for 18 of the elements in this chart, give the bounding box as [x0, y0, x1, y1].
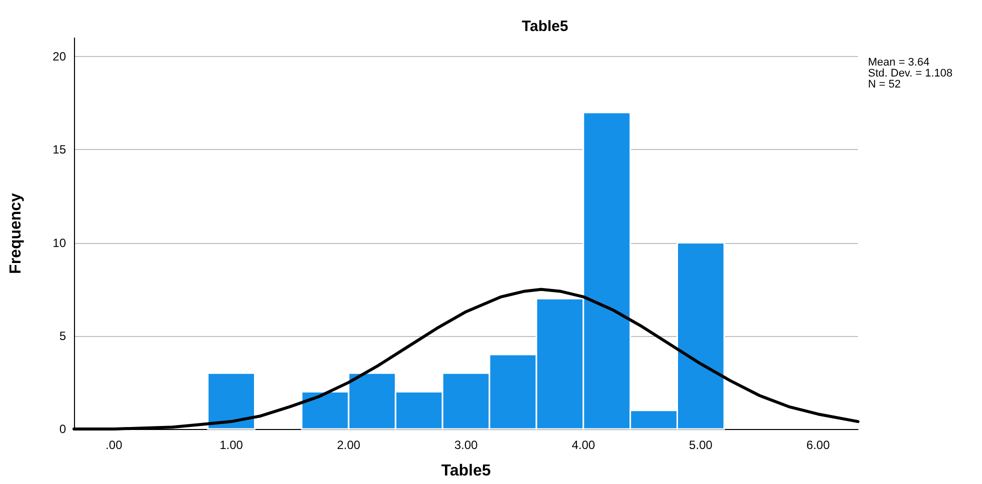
x-tick-label: 3.00	[454, 438, 478, 452]
x-tick-label: .00	[106, 438, 123, 452]
y-axis-title: Frequency	[8, 192, 24, 274]
y-tick-label: 20	[52, 50, 66, 64]
y-tick-label: 0	[59, 422, 66, 436]
x-tick-label: 1.00	[220, 438, 244, 452]
text: Mean = 3.64	[868, 56, 930, 68]
text: Std. Dev. = 1.108	[868, 68, 952, 80]
chart-title: Table5	[522, 18, 568, 35]
text: N = 52	[868, 78, 901, 90]
x-tick-label: 6.00	[806, 438, 830, 452]
x-axis-title: Table5	[441, 462, 491, 480]
y-tick-label: 15	[52, 142, 66, 157]
x-tick-label: 4.00	[572, 438, 596, 452]
y-tick-label: 5	[59, 328, 66, 343]
x-tick-label: 5.00	[689, 438, 713, 452]
x-tick-label: 2.00	[336, 438, 361, 452]
y-tick-label: 10	[52, 236, 66, 250]
